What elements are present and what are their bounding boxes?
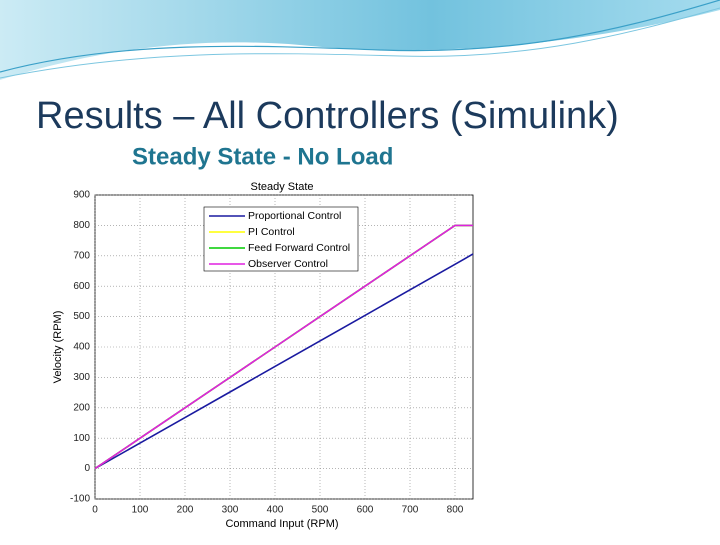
chart-title: Steady State	[251, 181, 314, 193]
legend: Proportional Control PI Control Feed Forwa…	[203, 206, 359, 272]
y-tick-label: 800	[73, 220, 90, 231]
y-tick-label: 700	[73, 250, 90, 261]
header-wave-line	[0, 0, 720, 73]
legend-box	[203, 206, 359, 272]
x-tick-label: 0	[92, 505, 98, 516]
y-tick-label: 300	[73, 372, 90, 383]
y-tick-label: -100	[70, 494, 90, 505]
y-tick-label: 900	[73, 190, 90, 201]
y-tick-label: 500	[73, 311, 90, 322]
x-tick-label: 800	[447, 505, 464, 516]
x-tick-label: 300	[222, 505, 239, 516]
header-wave	[0, 0, 720, 80]
header-wave-line	[0, 7, 720, 79]
x-tick-label: 200	[177, 505, 194, 516]
legend-label: PI Control	[248, 226, 295, 238]
slide-subtitle: Steady State - No Load	[132, 143, 393, 170]
y-tick-label: 400	[73, 342, 90, 353]
legend-label: Proportional Control	[248, 210, 341, 222]
series-line	[94, 253, 474, 470]
y-tick-label: 200	[73, 402, 90, 413]
x-axis-label: Command Input (RPM)	[225, 518, 338, 530]
slide-title: Results – All Controllers (Simulink)	[36, 95, 619, 137]
x-tick-label: 600	[357, 505, 374, 516]
y-tick-label: 600	[73, 281, 90, 292]
x-tick-label: 700	[402, 505, 419, 516]
x-tick-label: 500	[312, 505, 329, 516]
x-tick-label: 100	[132, 505, 149, 516]
legend-label: Feed Forward Control	[248, 242, 350, 254]
y-axis-label: Velocity (RPM)	[52, 311, 64, 384]
x-tick-label: 400	[267, 505, 284, 516]
y-tick-label: 100	[73, 433, 90, 444]
series-line	[94, 224, 473, 470]
y-tick-label: 0	[84, 463, 90, 474]
legend-label: Observer Control	[248, 258, 328, 270]
